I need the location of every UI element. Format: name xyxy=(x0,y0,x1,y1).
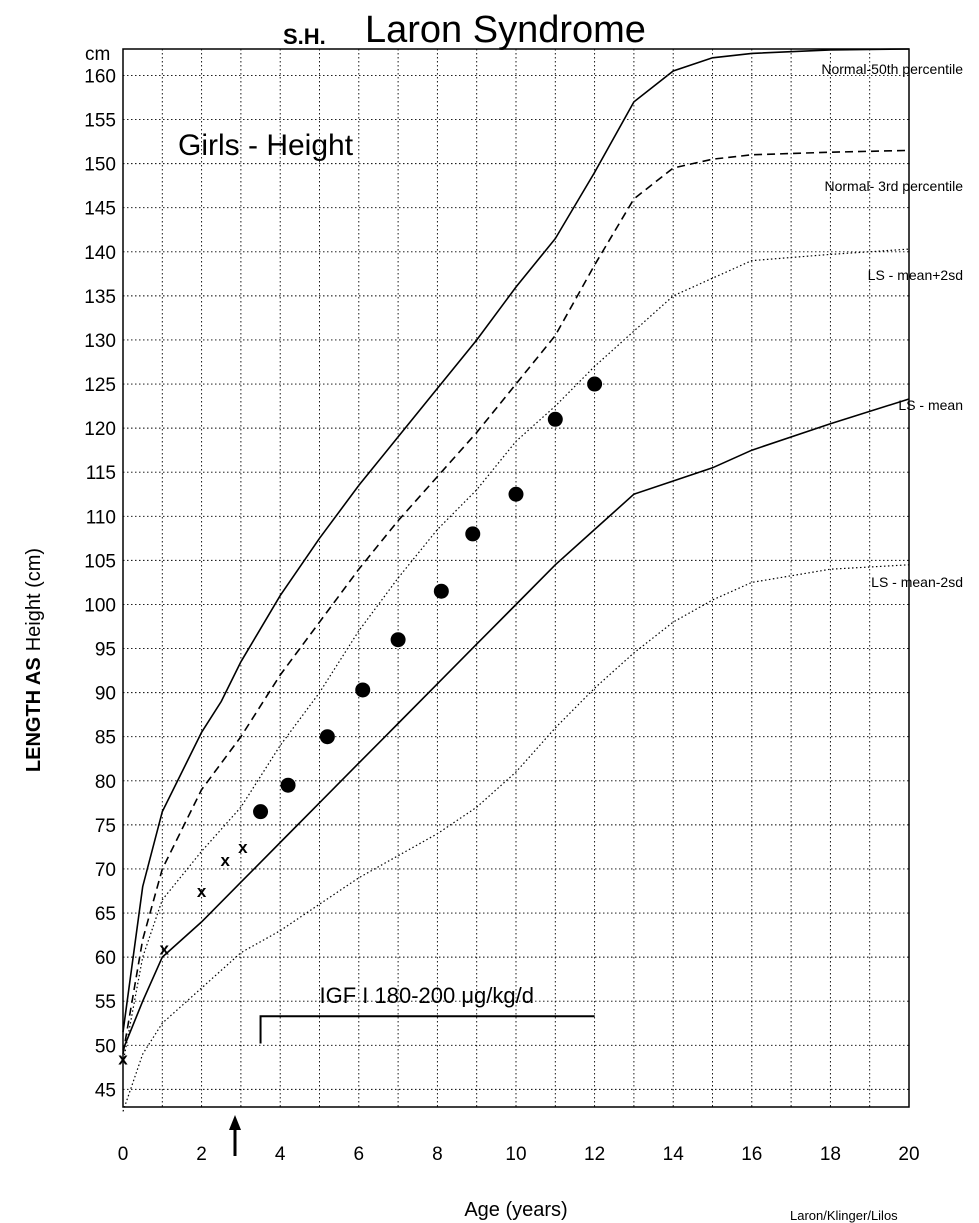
treatment-dot xyxy=(465,526,481,542)
treatment-dot xyxy=(355,682,371,698)
pre-treatment-x-marker: x xyxy=(220,851,230,870)
x-tick-label: 20 xyxy=(898,1144,919,1165)
y-tick-label: 65 xyxy=(95,904,116,925)
treatment-dot xyxy=(508,486,524,502)
x-tick-label: 16 xyxy=(741,1144,762,1165)
y-tick-label: 95 xyxy=(95,640,116,661)
y-axis-label-rest: Height (cm) xyxy=(23,548,45,651)
grid xyxy=(123,49,909,1107)
y-unit-label: cm xyxy=(85,44,110,65)
y-tick-label: 85 xyxy=(95,728,116,749)
x-axis-label: Age (years) xyxy=(464,1199,567,1221)
treatment-bracket xyxy=(259,1015,595,1044)
pre-treatment-x-marker: x xyxy=(197,882,207,901)
y-tick-label: 70 xyxy=(95,860,116,881)
treatment-dot xyxy=(280,777,296,793)
series-labels: Normal-50th percentile Normal- 3rd percen… xyxy=(821,61,963,590)
treatment-annotation: IGF I 180-200 μg/kg/d xyxy=(229,983,595,1156)
series-line xyxy=(122,48,910,1033)
treatment-dot xyxy=(390,632,406,648)
x-tick-label: 18 xyxy=(820,1144,841,1165)
treatment-dot xyxy=(433,583,449,599)
pre-treatment-x-marker: x xyxy=(160,939,170,958)
series-label: Normal- 3rd percentile xyxy=(825,178,964,194)
treatment-dot xyxy=(319,729,335,745)
y-tick-label: 50 xyxy=(95,1036,116,1057)
age-arrow-head xyxy=(229,1115,242,1130)
y-tick-label: 60 xyxy=(95,948,116,969)
y-tick-label: 155 xyxy=(84,111,116,132)
y-axis-label: LENGTH AS Height (cm) xyxy=(23,548,45,772)
pre-treatment-x-marker: x xyxy=(238,838,248,857)
x-tick-label: 2 xyxy=(196,1144,207,1165)
series-label: LS - mean+2sd xyxy=(868,267,963,283)
treatment-dot xyxy=(253,804,269,820)
series-layer xyxy=(122,48,910,1112)
y-tick-label: 125 xyxy=(84,375,116,396)
x-tick-label: 6 xyxy=(354,1144,365,1165)
x-tick-label: 8 xyxy=(432,1144,443,1165)
y-tick-label: 150 xyxy=(84,155,116,176)
y-tick-label: 135 xyxy=(84,287,116,308)
axis-ticks: 4550556065707580859095100105110115120125… xyxy=(84,66,919,1165)
plot-frame xyxy=(122,48,910,1108)
x-tick-label: 12 xyxy=(584,1144,605,1165)
credit-text: Laron/Klinger/Lilos xyxy=(790,1208,898,1223)
y-tick-label: 100 xyxy=(84,595,116,616)
title-prefix: S.H. xyxy=(283,24,326,49)
series-line xyxy=(122,248,910,1064)
series-label: LS - mean-2sd xyxy=(871,574,963,590)
series-line xyxy=(122,398,910,1051)
x-tick-label: 4 xyxy=(275,1144,286,1165)
series-line xyxy=(122,149,910,1055)
y-tick-label: 160 xyxy=(84,66,116,87)
y-tick-label: 90 xyxy=(95,684,116,705)
y-tick-label: 110 xyxy=(86,507,116,528)
y-tick-label: 120 xyxy=(84,419,116,440)
x-tick-label: 10 xyxy=(505,1144,526,1165)
y-tick-label: 105 xyxy=(84,551,116,572)
x-tick-label: 14 xyxy=(663,1144,685,1165)
chart-title: Laron Syndrome xyxy=(365,9,646,51)
treatment-label: IGF I 180-200 μg/kg/d xyxy=(320,983,534,1008)
series-line xyxy=(122,564,910,1112)
y-tick-label: 140 xyxy=(84,243,116,264)
series-label: Normal-50th percentile xyxy=(821,61,963,77)
y-axis-label-bold: LENGTH AS xyxy=(23,657,45,772)
x-tick-label: 0 xyxy=(118,1144,129,1165)
y-tick-label: 80 xyxy=(95,772,116,793)
y-tick-label: 45 xyxy=(95,1080,116,1101)
treatment-dot xyxy=(547,411,563,427)
y-tick-label: 55 xyxy=(95,992,116,1013)
y-tick-label: 115 xyxy=(86,463,116,484)
series-label: LS - mean xyxy=(898,397,963,413)
treatment-dot xyxy=(587,376,603,392)
y-tick-label: 75 xyxy=(95,816,116,837)
chart-subtitle: Girls - Height xyxy=(178,129,354,162)
y-tick-label: 145 xyxy=(84,199,116,220)
y-tick-label: 130 xyxy=(84,331,116,352)
